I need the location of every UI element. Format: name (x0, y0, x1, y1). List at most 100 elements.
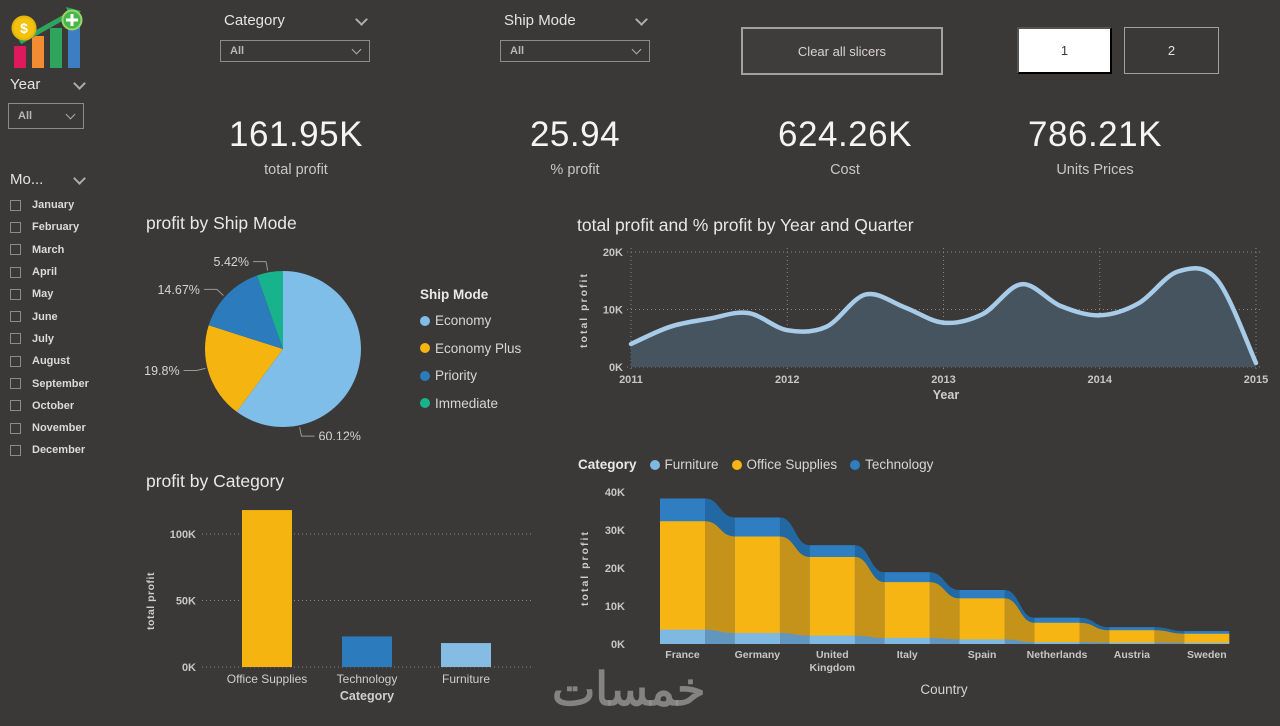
bar-chart[interactable]: 0K 50K 100K Office Supplies Technology Furnit… (140, 493, 540, 713)
svg-text:Italy: Italy (897, 649, 918, 661)
svg-text:50K: 50K (176, 596, 196, 608)
kpi-total-profit: 161.95K total profit (229, 115, 363, 178)
ship-mode-select-value: All (510, 45, 525, 57)
chevron-down-icon[interactable] (73, 171, 86, 185)
legend-item-label: Priority (435, 368, 478, 383)
page-button-1[interactable]: 1 (1017, 27, 1112, 74)
month-option[interactable]: April (8, 261, 138, 283)
svg-text:19.8%: 19.8% (144, 364, 179, 378)
legend-dot-icon (850, 459, 861, 470)
month-option[interactable]: September (8, 372, 138, 394)
kpi-label: Cost (830, 162, 860, 178)
kpi-label: total profit (264, 162, 328, 178)
checkbox-icon[interactable] (10, 244, 21, 256)
legend-dot-icon (649, 459, 660, 470)
svg-text:2013: 2013 (931, 374, 955, 386)
month-option-label: June (32, 310, 58, 323)
svg-text:total profit: total profit (578, 272, 590, 348)
month-option[interactable]: June (8, 305, 138, 327)
svg-text:2011: 2011 (619, 374, 643, 386)
chevron-down-icon (631, 44, 642, 55)
kpi-value: 25.94 (529, 115, 621, 154)
month-option[interactable]: November (8, 417, 138, 439)
pie-legend-title: Ship Mode (420, 287, 489, 302)
checkbox-icon[interactable] (10, 221, 21, 233)
checkbox-icon[interactable] (10, 444, 21, 456)
legend-item-label: Economy Plus (435, 340, 522, 356)
kpi-cost: 624.26K Cost (778, 115, 912, 178)
svg-text:20K: 20K (603, 247, 623, 259)
category-select[interactable]: All (220, 40, 370, 62)
kpi-label: Units Prices (1056, 162, 1134, 178)
checkbox-icon[interactable] (10, 400, 21, 412)
month-option[interactable]: August (8, 350, 138, 372)
svg-text:Kingdom: Kingdom (810, 662, 856, 674)
legend-item[interactable]: Priority (420, 368, 521, 383)
month-slicer-label: Mo... (10, 171, 44, 188)
chevron-down-icon[interactable] (73, 76, 86, 90)
growth-chart-logo-icon: $ (11, 7, 83, 68)
checkbox-icon[interactable] (10, 288, 21, 300)
svg-text:0K: 0K (611, 639, 625, 651)
category-select-value: All (230, 45, 245, 57)
checkbox-icon[interactable] (10, 422, 21, 434)
svg-text:20K: 20K (605, 563, 625, 575)
month-option-label: January (32, 199, 75, 212)
legend-dot-icon (420, 315, 430, 326)
legend-item[interactable]: Economy Plus (420, 341, 521, 356)
kpi-value: 624.26K (778, 115, 912, 154)
stacked-legend-title: Category (578, 457, 637, 472)
pie-legend-items: Economy Economy Plus Priority Immediate (420, 313, 521, 411)
checkbox-icon[interactable] (10, 333, 21, 345)
ship-mode-select[interactable]: All (500, 40, 650, 62)
checkbox-icon[interactable] (10, 355, 21, 367)
stacked-area-chart[interactable]: 0K 10K 20K 30K 40K France Germany United Kingdom… (575, 480, 1275, 721)
legend-item-label: Immediate (435, 395, 499, 411)
checkbox-icon[interactable] (10, 266, 21, 278)
svg-text:Technology: Technology (337, 672, 398, 686)
legend-item[interactable]: Immediate (420, 396, 521, 411)
month-option[interactable]: February (8, 216, 138, 238)
legend-item[interactable]: Economy (420, 313, 521, 328)
legend-item[interactable]: Office Supplies (731, 457, 838, 472)
chevron-down-icon[interactable] (355, 12, 368, 26)
kpi-pct-profit: 25.94 % profit (530, 115, 620, 178)
pie-chart[interactable]: 60.12% 19.8% 14.67% 5.42% (140, 246, 410, 444)
legend-dot-icon (731, 459, 742, 470)
clear-all-slicers-button[interactable]: Clear all slicers (741, 27, 943, 75)
legend-item-label: Office Supplies (746, 457, 838, 472)
month-option[interactable]: January (8, 194, 138, 216)
month-option[interactable]: October (8, 395, 138, 417)
legend-item[interactable]: Technology (850, 457, 933, 472)
month-option[interactable]: July (8, 328, 138, 350)
svg-text:Furniture: Furniture (442, 672, 490, 686)
year-slicer-header: Year (10, 76, 86, 93)
month-option[interactable]: May (8, 283, 138, 305)
checkbox-icon[interactable] (10, 378, 21, 390)
checkbox-icon[interactable] (10, 311, 21, 323)
year-select[interactable]: All (8, 103, 84, 129)
chevron-down-icon[interactable] (635, 12, 648, 26)
watermark-text: خمسات (552, 663, 706, 715)
area-chart[interactable]: 0K 10K 20K 2011 2012 2013 2014 2015 Year total pr… (575, 238, 1275, 413)
svg-text:14.67%: 14.67% (157, 283, 199, 297)
month-list: January February March April May June July Augu… (8, 194, 138, 462)
svg-text:60.12%: 60.12% (319, 430, 361, 440)
svg-text:0K: 0K (182, 662, 196, 674)
legend-item[interactable]: Furniture (649, 457, 719, 472)
svg-text:100K: 100K (170, 529, 196, 541)
month-option-label: October (32, 399, 75, 412)
kpi-value: 161.95K (229, 115, 363, 154)
kpi-value: 786.21K (1028, 115, 1162, 154)
page-button-2[interactable]: 2 (1124, 27, 1219, 74)
month-option-label: August (32, 355, 70, 368)
category-slicer-header: Category (224, 12, 368, 29)
month-option[interactable]: March (8, 239, 138, 261)
month-option[interactable]: December (8, 439, 138, 461)
checkbox-icon[interactable] (10, 199, 21, 211)
svg-text:$: $ (20, 20, 28, 36)
svg-text:Sweden: Sweden (1187, 649, 1227, 661)
kpi-units-prices: 786.21K Units Prices (1028, 115, 1162, 178)
svg-text:10K: 10K (605, 601, 625, 613)
